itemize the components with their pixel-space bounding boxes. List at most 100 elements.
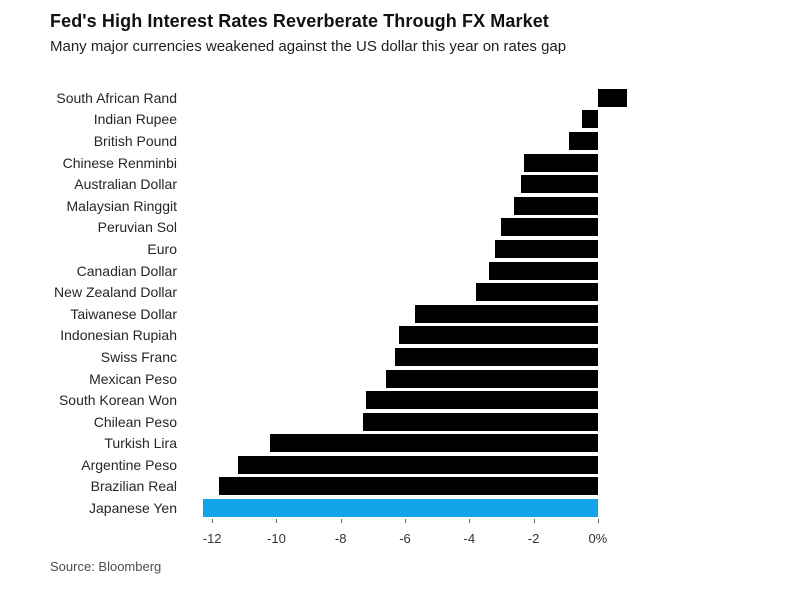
chart-row: Argentine Peso [0, 454, 632, 476]
x-axis: -12 -10 -8 -6 -4 -2 0% [180, 519, 630, 559]
bar [385, 369, 598, 388]
chart-row: South African Rand [0, 87, 632, 109]
bar [495, 239, 598, 258]
category-label: Brazilian Real [90, 478, 177, 495]
plot-area [180, 260, 630, 282]
chart-subtitle: Many major currencies weakened against t… [50, 38, 567, 55]
chart-row: Mexican Peso [0, 368, 632, 390]
plot-area [180, 325, 630, 347]
category-label: Malaysian Ringgit [66, 197, 178, 214]
category-label: Indonesian Rupiah [60, 327, 177, 344]
bar [363, 412, 598, 431]
plot-area [180, 195, 630, 217]
chart-row: Brazilian Real [0, 476, 632, 498]
category-label: British Pound [93, 132, 177, 149]
bar [395, 347, 598, 366]
plot-area [180, 454, 630, 476]
axis-tick [405, 519, 406, 523]
bar-chart: South African Rand Indian Rupee British Po… [0, 87, 632, 519]
chart-row: New Zealand Dollar [0, 281, 632, 303]
chart-title: Fed's High Interest Rates Reverberate Th… [50, 11, 549, 31]
bar [514, 196, 598, 215]
plot-area [180, 497, 630, 519]
bar [414, 304, 598, 323]
chart-row: South Korean Won [0, 389, 632, 411]
axis-tick [340, 519, 342, 523]
category-label: Argentine Peso [81, 456, 177, 473]
category-label: Peruvian Sol [97, 219, 177, 236]
plot-area [180, 476, 630, 498]
chart-row: Chilean Peso [0, 411, 632, 433]
bar [202, 499, 598, 518]
axis-tick [469, 519, 471, 523]
bar [218, 477, 598, 496]
bar [475, 283, 598, 302]
axis-tick-label: -8 [334, 531, 347, 546]
plot-area [180, 281, 630, 303]
bar [398, 326, 598, 345]
plot-area [180, 368, 630, 390]
category-label: South Korean Won [58, 392, 177, 409]
category-label: Japanese Yen [89, 500, 177, 517]
chart-row: Canadian Dollar [0, 260, 632, 282]
chart-row: Peruvian Sol [0, 217, 632, 239]
bar [237, 455, 598, 474]
category-label: Taiwanese Dollar [70, 305, 177, 322]
category-label: Euro [147, 240, 177, 257]
category-label: Australian Dollar [74, 176, 177, 193]
axis-tick [597, 519, 599, 523]
axis-tick-label: 0% [588, 531, 608, 546]
chart-row: Japanese Yen [0, 497, 632, 519]
axis-tick-label: -2 [527, 531, 540, 546]
bar [366, 391, 598, 410]
category-label: South African Rand [56, 89, 177, 106]
chart-row: Taiwanese Dollar [0, 303, 632, 325]
plot-area [180, 152, 630, 174]
bar [597, 88, 627, 107]
axis-tick-label: -4 [463, 531, 476, 546]
chart-row: Indian Rupee [0, 109, 632, 131]
axis-tick-label: -12 [202, 531, 222, 546]
plot-area [180, 109, 630, 131]
category-label: Turkish Lira [104, 435, 177, 452]
category-label: Canadian Dollar [76, 262, 177, 279]
axis-tick [533, 519, 535, 523]
category-label: Chinese Renminbi [62, 154, 177, 171]
chart-row: Malaysian Ringgit [0, 195, 632, 217]
bar [270, 434, 598, 453]
chart-row: Indonesian Rupiah [0, 325, 632, 347]
bar [523, 153, 598, 172]
chart-row: British Pound [0, 130, 632, 152]
bar [581, 110, 598, 129]
plot-area [180, 173, 630, 195]
plot-area [180, 217, 630, 239]
bar [520, 175, 598, 194]
plot-area [180, 130, 630, 152]
category-label: New Zealand Dollar [54, 284, 177, 301]
plot-area [180, 433, 630, 455]
plot-area [180, 411, 630, 433]
bar [568, 131, 598, 150]
plot-area [180, 87, 630, 109]
plot-area [180, 389, 630, 411]
plot-area [180, 346, 630, 368]
chart-row: Turkish Lira [0, 433, 632, 455]
bar [488, 261, 598, 280]
category-label: Chilean Peso [93, 413, 177, 430]
source-note: Source: Bloomberg [50, 559, 162, 574]
category-label: Swiss Franc [100, 348, 177, 365]
category-label: Indian Rupee [93, 111, 177, 128]
axis-tick [276, 519, 278, 523]
axis-tick [212, 519, 214, 523]
axis-tick-label: -10 [267, 531, 286, 546]
plot-area [180, 303, 630, 325]
chart-row: Chinese Renminbi [0, 152, 632, 174]
chart-row: Euro [0, 238, 632, 260]
chart-row: Australian Dollar [0, 173, 632, 195]
category-label: Mexican Peso [89, 370, 177, 387]
plot-area [180, 238, 630, 260]
chart-row: Swiss Franc [0, 346, 632, 368]
axis-tick-label: -6 [399, 531, 411, 546]
bar [501, 218, 598, 237]
